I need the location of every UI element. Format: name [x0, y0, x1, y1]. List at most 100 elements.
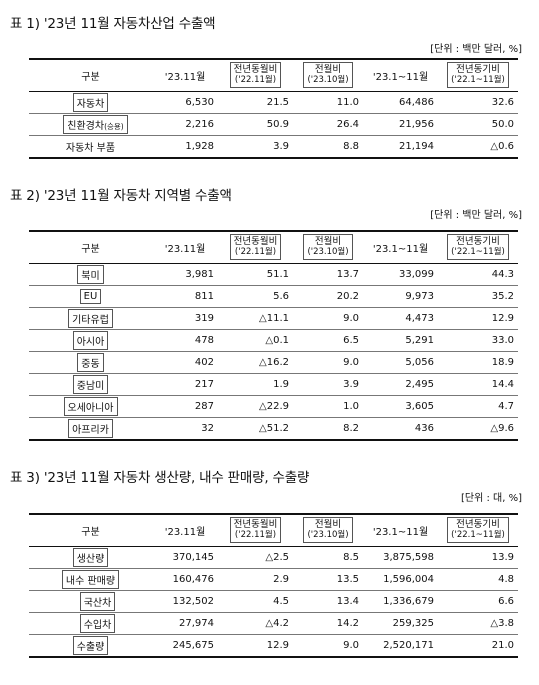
cell: 33,099	[363, 263, 438, 286]
table2-header-mom-sub: ('23.10월)	[307, 247, 349, 258]
cell: 3,605	[363, 395, 438, 418]
cell: 20.2	[293, 285, 363, 308]
row-label: 생산량	[29, 546, 152, 569]
cell: 1.0	[293, 395, 363, 418]
cell: 6.5	[293, 329, 363, 352]
table3-header-ytd-yoy-sub: ('22.1~11월)	[451, 530, 505, 541]
table-row: 내수 판매량 160,476 2.9 13.5 1,596,004 4.8	[29, 568, 518, 591]
cell: 13.5	[293, 568, 363, 591]
table2-header-row: 구분 '23.11월 전년동월비 ('22.11월) 전월비 ('23.10월) '…	[29, 230, 518, 264]
table3-header-mom: 전월비 ('23.10월)	[293, 513, 363, 547]
table-row: 수출량 245,675 12.9 9.0 2,520,171 21.0	[29, 634, 518, 658]
cell: 18.9	[438, 351, 518, 374]
cell: 370,145	[152, 546, 218, 569]
row-label: 중동	[29, 351, 152, 374]
cell: 3.9	[293, 373, 363, 396]
table3-header-yoy: 전년동월비 ('22.11월)	[218, 513, 293, 547]
row-label: 자동차 부품	[29, 135, 152, 159]
table2-header-mom: 전월비 ('23.10월)	[293, 230, 363, 264]
cell: 11.0	[293, 91, 363, 114]
table3-header-mom-main: 전월비	[314, 519, 342, 531]
cell: 245,675	[152, 634, 218, 658]
cell: △3.8	[438, 612, 518, 635]
table2: 구분 '23.11월 전년동월비 ('22.11월) 전월비 ('23.10월) '…	[29, 230, 518, 441]
cell: 9,973	[363, 285, 438, 308]
table1-header-row: 구분 '23.11월 전년동월비 ('22.11월) 전월비 ('23.10월) '…	[29, 58, 518, 92]
table2-header-ytd: '23.1~11월	[363, 230, 438, 264]
cell: 8.2	[293, 417, 363, 441]
cell: △9.6	[438, 417, 518, 441]
table2-header-yoy: 전년동월비 ('22.11월)	[218, 230, 293, 264]
cell: 9.0	[293, 634, 363, 658]
cell: 27,974	[152, 612, 218, 635]
cell: 4.5	[218, 590, 293, 613]
row-label: EU	[29, 285, 152, 308]
table2-header-yoy-sub: ('22.11월)	[234, 247, 277, 258]
row-label: 북미	[29, 263, 152, 286]
table1: 구분 '23.11월 전년동월비 ('22.11월) 전월비 ('23.10월) '…	[29, 58, 518, 159]
cell: 13.7	[293, 263, 363, 286]
row-label: 아시아	[29, 329, 152, 352]
table3-header-mom-sub: ('23.10월)	[307, 530, 349, 541]
cell: 5,291	[363, 329, 438, 352]
table-row: 중동 402 △16.2 9.0 5,056 18.9	[29, 351, 518, 374]
table2-header-month: '23.11월	[152, 230, 218, 264]
table-row: 기타유럽 319 △11.1 9.0 4,473 12.9	[29, 307, 518, 330]
row-label: 오세아니아	[29, 395, 152, 418]
table3-header-row: 구분 '23.11월 전년동월비 ('22.11월) 전월비 ('23.10월) '…	[29, 513, 518, 547]
table-row: 자동차 부품 1,928 3.9 8.8 21,194 △0.6	[29, 135, 518, 159]
cell: △4.2	[218, 612, 293, 635]
row-label: 아프리카	[29, 417, 152, 441]
cell: 478	[152, 329, 218, 352]
cell: 319	[152, 307, 218, 330]
cell: 2,216	[152, 113, 218, 136]
cell: △0.1	[218, 329, 293, 352]
cell: 4,473	[363, 307, 438, 330]
cell: △22.9	[218, 395, 293, 418]
cell: △11.1	[218, 307, 293, 330]
cell: 5.6	[218, 285, 293, 308]
table3-header-category: 구분	[29, 513, 152, 547]
cell: 14.2	[293, 612, 363, 635]
row-label-text: 기타유럽	[68, 308, 113, 328]
table1-title: 표 1) '23년 11월 자동차산업 수출액	[10, 16, 216, 32]
cell: 6.6	[438, 590, 518, 613]
cell: 8.8	[293, 135, 363, 159]
cell: 35.2	[438, 285, 518, 308]
cell: 3,981	[152, 263, 218, 286]
cell: 3.9	[218, 135, 293, 159]
row-label: 기타유럽	[29, 307, 152, 330]
row-label-text: 국산차	[79, 591, 116, 611]
cell: 436	[363, 417, 438, 441]
table-row: 생산량 370,145 △2.5 8.5 3,875,598 13.9	[29, 546, 518, 569]
table1-header-mom-sub: ('23.10월)	[307, 75, 349, 86]
table1-header-ytd: '23.1~11월	[363, 58, 438, 92]
table3-unit: [단위 : 대, %]	[461, 493, 522, 504]
row-label: 자동차	[29, 91, 152, 114]
row-label: 친환경차(승용)	[29, 113, 152, 136]
row-label: 수입차	[29, 612, 152, 635]
table3-header-ytd-yoy: 전년동기비 ('22.1~11월)	[438, 513, 518, 547]
cell: 13.9	[438, 546, 518, 569]
row-label-note: (승용)	[104, 121, 124, 131]
cell: 21.0	[438, 634, 518, 658]
table2-header-mom-main: 전월비	[314, 236, 342, 248]
table-row: 자동차 6,530 21.5 11.0 64,486 32.6	[29, 91, 518, 114]
cell: 64,486	[363, 91, 438, 114]
table1-header-ytd-yoy-sub: ('22.1~11월)	[451, 75, 505, 86]
cell: 217	[152, 373, 218, 396]
row-label-text: 북미	[77, 264, 104, 284]
table-row: 아프리카 32 △51.2 8.2 436 △9.6	[29, 417, 518, 441]
row-label: 국산차	[29, 590, 152, 613]
table3: 구분 '23.11월 전년동월비 ('22.11월) 전월비 ('23.10월) '…	[29, 513, 518, 658]
cell: 6,530	[152, 91, 218, 114]
table1-header-yoy-main: 전년동월비	[233, 64, 278, 76]
cell: 4.8	[438, 568, 518, 591]
cell: 9.0	[293, 307, 363, 330]
table1-header-yoy: 전년동월비 ('22.11월)	[218, 58, 293, 92]
cell: 32.6	[438, 91, 518, 114]
cell: 811	[152, 285, 218, 308]
cell: 5,056	[363, 351, 438, 374]
cell: △51.2	[218, 417, 293, 441]
table-row: 오세아니아 287 △22.9 1.0 3,605 4.7	[29, 395, 518, 418]
